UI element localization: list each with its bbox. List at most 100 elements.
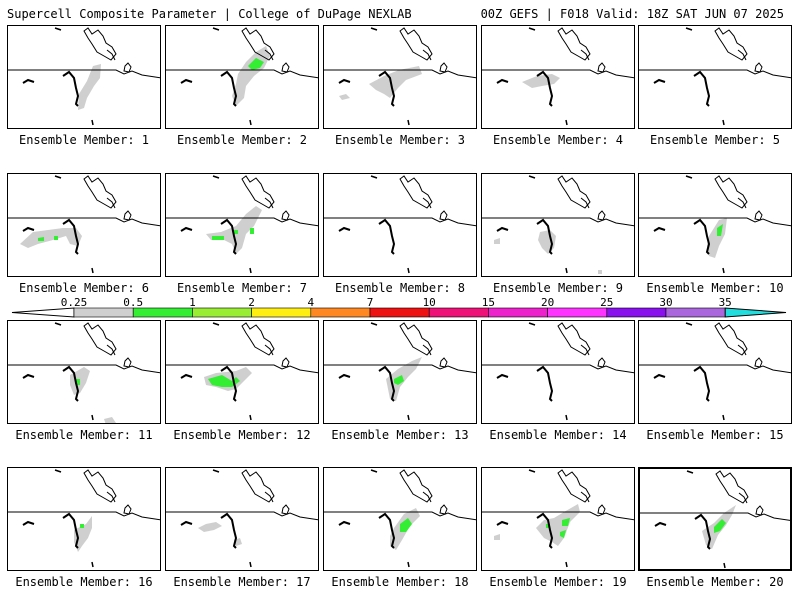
map-outline	[639, 175, 791, 274]
parameter-shade-gray	[198, 522, 222, 532]
map-panel-member-10	[638, 173, 792, 277]
scale-swatch	[665, 307, 726, 318]
map-panel-member-19	[481, 467, 635, 571]
member-label: Ensemble Member: 12	[173, 428, 311, 442]
map-outline	[482, 175, 634, 274]
scale-arrow-high	[724, 307, 787, 318]
parameter-shade-green	[38, 237, 44, 241]
member-label: Ensemble Member: 18	[331, 575, 469, 589]
map-outline	[482, 469, 634, 568]
member-label: Ensemble Member: 16	[15, 575, 153, 589]
scale-tick-label: 7	[366, 296, 374, 309]
map-outline	[639, 27, 791, 126]
map-panel-member-11	[7, 320, 161, 424]
map-panel-member-13	[323, 320, 477, 424]
member-label: Ensemble Member: 14	[489, 428, 627, 442]
map-panel-member-9	[481, 173, 635, 277]
parameter-shade-gray	[522, 74, 560, 88]
scale-tick-label: 0.25	[60, 296, 88, 309]
page-title: Supercell Composite Parameter | College …	[7, 7, 412, 21]
parameter-shade-green	[234, 230, 238, 234]
parameter-shade-gray	[707, 218, 727, 258]
map-panel-member-7	[165, 173, 319, 277]
parameter-shade-green	[717, 224, 723, 236]
member-label: Ensemble Member: 3	[334, 133, 466, 147]
scale-swatch	[251, 307, 312, 318]
scale-tick-label: 2	[248, 296, 255, 309]
scale-tick-label: 1	[189, 296, 196, 309]
member-label: Ensemble Member: 2	[176, 133, 308, 147]
map-panel-member-17	[165, 467, 319, 571]
scale-tick-label: 10	[422, 296, 436, 309]
map-outline	[324, 27, 476, 126]
member-label: Ensemble Member: 19	[489, 575, 627, 589]
member-label: Ensemble Member: 8	[334, 281, 466, 295]
parameter-shade-green	[560, 530, 566, 538]
member-label: Ensemble Member: 13	[331, 428, 469, 442]
scale-tick-label: 25	[600, 296, 614, 309]
map-outline	[639, 322, 791, 421]
map-outline	[324, 175, 476, 274]
map-outline	[8, 469, 160, 568]
member-label: Ensemble Member: 17	[173, 575, 311, 589]
parameter-shade-gray	[232, 46, 270, 106]
map-outline	[8, 322, 160, 423]
run-info: 00Z GEFS | F018 Valid: 18Z SAT JUN 07 20…	[480, 7, 784, 21]
parameter-shade-gray	[536, 504, 580, 546]
color-scale-bar	[11, 307, 787, 318]
parameter-shade-green	[400, 518, 412, 532]
scale-swatch	[73, 307, 134, 318]
scale-swatch	[488, 307, 548, 318]
parameter-shade-green	[80, 524, 84, 528]
scale-swatch	[369, 307, 430, 318]
parameter-shade-gray	[104, 417, 116, 423]
member-label: Ensemble Member: 15	[646, 428, 784, 442]
map-outline	[166, 469, 318, 568]
member-label: Ensemble Member: 7	[176, 281, 308, 295]
map-panel-member-16	[7, 467, 161, 571]
parameter-shade-green	[54, 236, 58, 240]
scale-swatch	[428, 307, 489, 318]
map-outline	[640, 470, 790, 569]
parameter-shade-gray	[369, 66, 422, 98]
member-label: Ensemble Member: 10	[646, 281, 784, 295]
map-panel-member-18	[323, 467, 477, 571]
map-panel-member-6	[7, 173, 161, 277]
parameter-shade-green	[562, 518, 570, 526]
parameter-shade-green	[714, 519, 726, 533]
parameter-shade-gray	[74, 516, 92, 552]
parameter-shade-gray	[78, 64, 101, 110]
parameter-shade-gray	[494, 238, 500, 244]
map-panel-member-12	[165, 320, 319, 424]
map-outline	[482, 322, 634, 421]
map-outline	[8, 175, 160, 274]
parameter-shade-green	[394, 375, 404, 385]
map-panel-member-2	[165, 25, 319, 129]
parameter-shade-gray	[598, 270, 602, 274]
parameter-shade-gray	[386, 357, 422, 401]
map-outline	[166, 322, 318, 421]
map-outline	[8, 27, 160, 126]
scale-tick-label: 20	[540, 296, 555, 309]
map-panel-member-3	[323, 25, 477, 129]
map-panel-member-14	[481, 320, 635, 424]
member-label: Ensemble Member: 20	[646, 575, 784, 589]
map-panel-member-1	[7, 25, 161, 129]
parameter-shade-gray	[494, 534, 500, 540]
member-label: Ensemble Member: 9	[492, 281, 624, 295]
scale-tick-label: 30	[659, 296, 673, 309]
scale-tick-label: 0.5	[123, 296, 144, 309]
map-panel-member-15	[638, 320, 792, 424]
map-panel-member-8	[323, 173, 477, 277]
member-label: Ensemble Member: 5	[649, 133, 781, 147]
scale-tick-label: 4	[307, 296, 315, 309]
member-label: Ensemble Member: 4	[492, 133, 624, 147]
scale-swatch	[547, 307, 608, 318]
parameter-shade-gray	[339, 94, 350, 100]
map-panel-member-4	[481, 25, 635, 129]
scale-tick-label: 35	[718, 296, 732, 309]
member-label: Ensemble Member: 6	[18, 281, 150, 295]
scale-tick-label: 15	[481, 296, 496, 309]
scale-swatch	[310, 307, 371, 318]
map-outline	[324, 322, 476, 421]
